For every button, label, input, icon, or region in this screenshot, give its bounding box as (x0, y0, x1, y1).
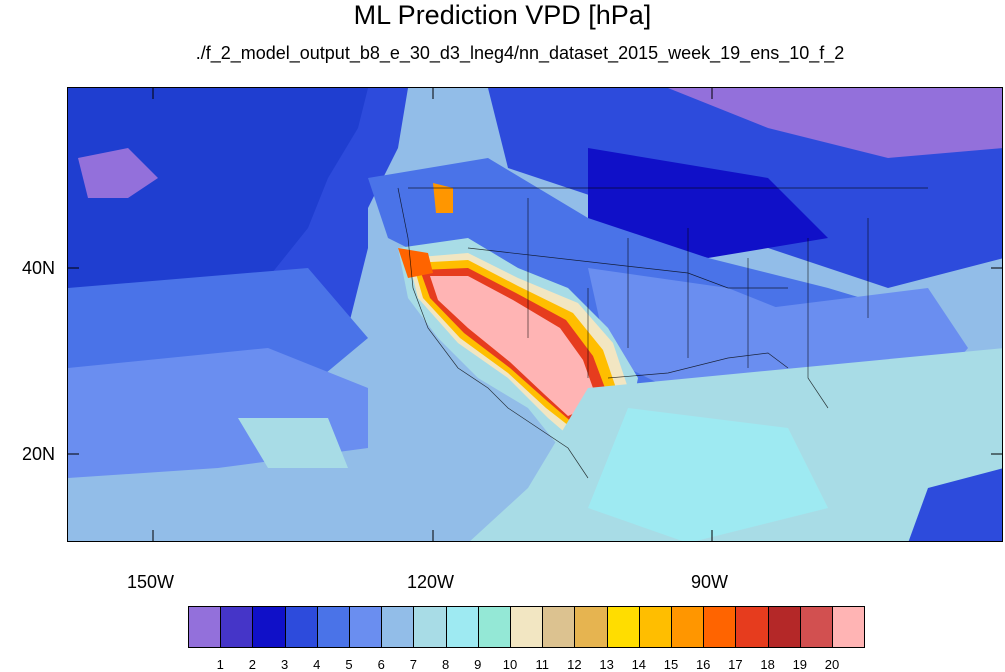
colorbar-swatch (413, 606, 447, 648)
colorbar-swatch (349, 606, 383, 648)
colorbar-swatch (574, 606, 608, 648)
colorbar-label: 19 (792, 657, 808, 672)
colorbar-swatch (542, 606, 576, 648)
colorbar-swatch (703, 606, 737, 648)
colorbar-label: 16 (695, 657, 711, 672)
colorbar-label: 1 (216, 657, 224, 672)
colorbar-swatch (799, 606, 833, 648)
colorbar-swatch (671, 606, 705, 648)
colorbar-swatch (445, 606, 479, 648)
map-panel (67, 87, 1003, 542)
colorbar-swatch (252, 606, 286, 648)
colorbar-label: 10 (502, 657, 518, 672)
colorbar-swatch (767, 606, 801, 648)
colorbar-label: 11 (535, 657, 549, 672)
colorbar-label: 5 (345, 657, 353, 672)
colorbar-label: 3 (280, 657, 289, 672)
colorbar-swatch (381, 606, 415, 648)
colorbar-label: 6 (377, 657, 385, 672)
lon-label-90w: 90W (691, 572, 729, 592)
colorbar-swatch (832, 606, 866, 648)
colorbar-swatch (188, 606, 222, 648)
colorbar-label: 15 (663, 657, 679, 672)
vpd-field (68, 88, 1002, 541)
colorbar-swatch (477, 606, 511, 648)
colorbar-label: 20 (824, 657, 840, 672)
colorbar-label: 17 (728, 657, 743, 672)
colorbar-swatch (316, 606, 350, 648)
colorbar-label: 2 (248, 657, 256, 672)
colorbar-label: 8 (441, 657, 450, 672)
colorbar-swatch (638, 606, 672, 648)
lon-label-120w: 120W (407, 572, 455, 592)
colorbar-label: 12 (567, 657, 582, 672)
colorbar-swatch (284, 606, 318, 648)
colorbar-label: 7 (409, 657, 417, 672)
lat-label-40n: 40N (22, 258, 56, 278)
colorbar-swatch (735, 606, 769, 648)
colorbar-swatch (606, 606, 640, 648)
colorbar-label: 9 (474, 657, 482, 672)
map-title: ML Prediction VPD [hPa] (353, 0, 652, 30)
colorbar-label: 13 (599, 657, 614, 672)
lon-label-150w: 150W (127, 572, 175, 592)
colorbar-label: 18 (760, 657, 775, 672)
lat-label-20n: 20N (22, 444, 56, 464)
map-subtitle: ./f_2_model_output_b8_e_30_d3_lneg4/nn_d… (195, 43, 845, 63)
colorbar-label: 4 (313, 657, 321, 672)
colorbar-label: 14 (631, 657, 647, 672)
colorbar-swatch (220, 606, 254, 648)
colorbar-swatch (510, 606, 544, 648)
